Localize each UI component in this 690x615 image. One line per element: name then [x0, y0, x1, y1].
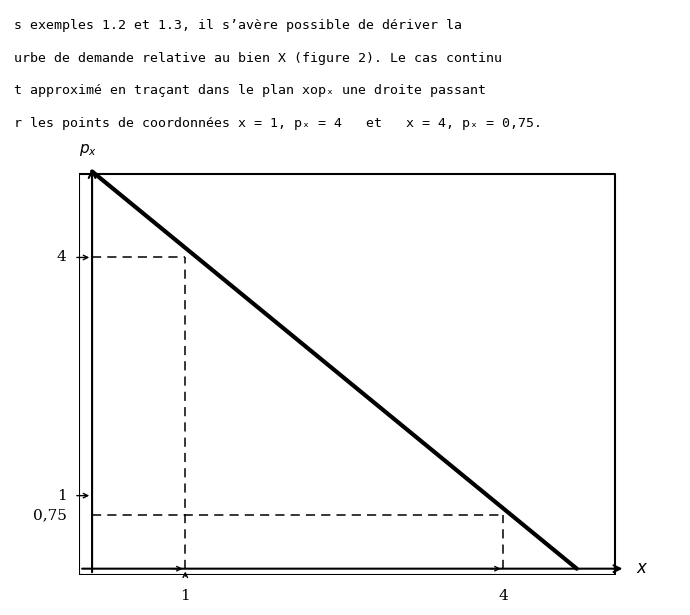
- Text: r les points de coordonnées x = 1, pₓ = 4   et   x = 4, pₓ = 0,75.: r les points de coordonnées x = 1, pₓ = …: [14, 117, 542, 130]
- Text: 4: 4: [498, 589, 509, 603]
- Text: urbe de demande relative au bien X (figure 2). Le cas continu: urbe de demande relative au bien X (figu…: [14, 52, 502, 65]
- Text: 4: 4: [57, 250, 67, 264]
- Text: 1: 1: [57, 489, 67, 502]
- Text: 1: 1: [181, 589, 190, 603]
- Text: $x$: $x$: [636, 560, 649, 577]
- Text: 0,75: 0,75: [32, 509, 67, 523]
- Text: t approximé en traçant dans le plan xopₓ une droite passant: t approximé en traçant dans le plan xopₓ…: [14, 84, 486, 97]
- Text: s exemples 1.2 et 1.3, il s’avère possible de dériver la: s exemples 1.2 et 1.3, il s’avère possib…: [14, 19, 462, 32]
- Text: $p_x$: $p_x$: [79, 142, 97, 158]
